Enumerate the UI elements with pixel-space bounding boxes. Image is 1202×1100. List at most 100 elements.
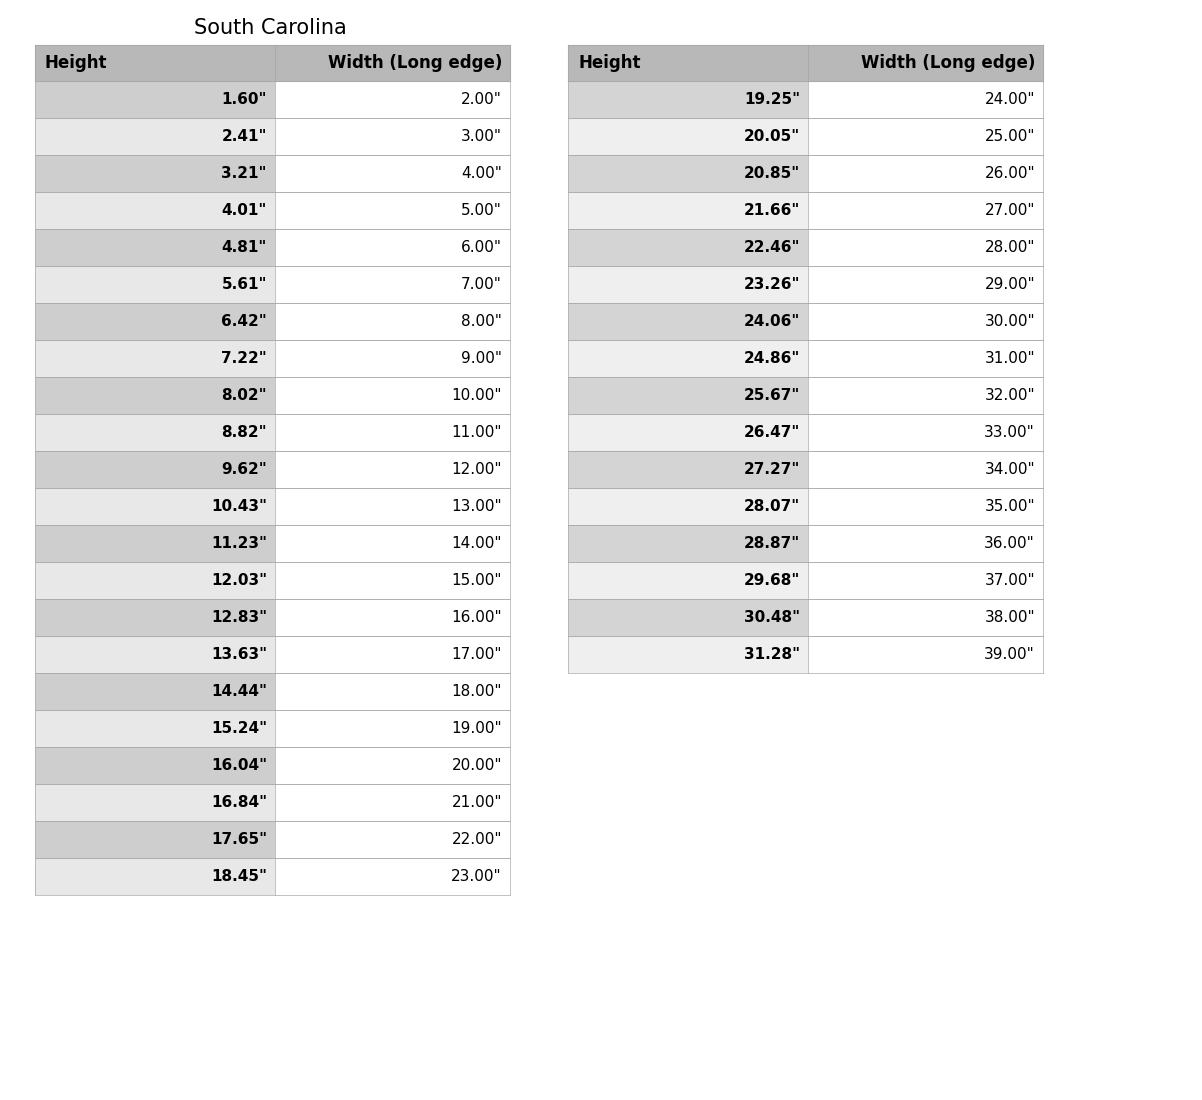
Bar [569, 81, 808, 118]
Text: 23.26": 23.26" [744, 277, 801, 292]
Text: 37.00": 37.00" [984, 573, 1035, 588]
Text: 20.00": 20.00" [452, 758, 502, 773]
Bar [35, 377, 275, 414]
Text: 4.00": 4.00" [462, 166, 502, 182]
Text: 2.00": 2.00" [462, 92, 502, 107]
Bar [808, 302, 1043, 340]
Text: 16.04": 16.04" [210, 758, 267, 773]
Bar [569, 266, 808, 302]
Text: 21.00": 21.00" [452, 795, 502, 810]
Bar [808, 155, 1043, 192]
Text: South Carolina: South Carolina [194, 18, 346, 38]
Bar [35, 747, 275, 784]
Text: 20.05": 20.05" [744, 129, 801, 144]
Bar [569, 340, 808, 377]
Bar [569, 488, 808, 525]
Bar [808, 488, 1043, 525]
Text: 28.07": 28.07" [744, 499, 801, 514]
Text: 19.25": 19.25" [744, 92, 801, 107]
Text: 8.82": 8.82" [221, 425, 267, 440]
Text: 13.63": 13.63" [210, 647, 267, 662]
Bar [808, 451, 1043, 488]
Bar [275, 229, 510, 266]
Text: 8.00": 8.00" [462, 314, 502, 329]
Bar [569, 562, 808, 600]
Bar [569, 118, 808, 155]
Text: 16.84": 16.84" [210, 795, 267, 810]
Text: 6.42": 6.42" [221, 314, 267, 329]
Text: 2.41": 2.41" [221, 129, 267, 144]
Text: 39.00": 39.00" [984, 647, 1035, 662]
Text: 17.65": 17.65" [210, 832, 267, 847]
Text: 21.66": 21.66" [744, 204, 801, 218]
Bar [35, 192, 275, 229]
Bar [569, 229, 808, 266]
Text: 15.00": 15.00" [452, 573, 502, 588]
Bar [275, 302, 510, 340]
Bar [35, 414, 275, 451]
Text: 36.00": 36.00" [984, 536, 1035, 551]
Text: 18.45": 18.45" [212, 869, 267, 884]
Text: 11.00": 11.00" [452, 425, 502, 440]
Text: 20.85": 20.85" [744, 166, 801, 182]
Bar [35, 784, 275, 821]
Text: 33.00": 33.00" [984, 425, 1035, 440]
Bar [569, 45, 1043, 81]
Text: 28.00": 28.00" [984, 240, 1035, 255]
Text: 22.00": 22.00" [452, 832, 502, 847]
Text: 9.62": 9.62" [221, 462, 267, 477]
Text: 16.00": 16.00" [452, 610, 502, 625]
Text: 30.48": 30.48" [744, 610, 801, 625]
Bar [275, 600, 510, 636]
Text: 14.00": 14.00" [452, 536, 502, 551]
Bar [569, 377, 808, 414]
Bar [275, 118, 510, 155]
Bar [808, 266, 1043, 302]
Bar [808, 525, 1043, 562]
Text: 12.00": 12.00" [452, 462, 502, 477]
Text: 17.00": 17.00" [452, 647, 502, 662]
Text: 24.06": 24.06" [744, 314, 801, 329]
Bar [35, 488, 275, 525]
Bar [808, 192, 1043, 229]
Text: 26.00": 26.00" [984, 166, 1035, 182]
Bar [275, 192, 510, 229]
Bar [275, 858, 510, 895]
Bar [35, 562, 275, 600]
Text: 34.00": 34.00" [984, 462, 1035, 477]
Text: 6.00": 6.00" [462, 240, 502, 255]
Text: 27.27": 27.27" [744, 462, 801, 477]
Bar [808, 229, 1043, 266]
Text: 12.03": 12.03" [210, 573, 267, 588]
Text: 35.00": 35.00" [984, 499, 1035, 514]
Bar [275, 673, 510, 710]
Bar [35, 858, 275, 895]
Bar [35, 302, 275, 340]
Text: 25.00": 25.00" [984, 129, 1035, 144]
Text: 4.81": 4.81" [221, 240, 267, 255]
Bar [569, 192, 808, 229]
Bar [569, 451, 808, 488]
Text: 10.43": 10.43" [212, 499, 267, 514]
Text: 10.00": 10.00" [452, 388, 502, 403]
Bar [808, 562, 1043, 600]
Bar [35, 525, 275, 562]
Bar [35, 81, 275, 118]
Text: Height: Height [578, 54, 641, 72]
Bar [808, 81, 1043, 118]
Text: 7.22": 7.22" [221, 351, 267, 366]
Text: Width (Long edge): Width (Long edge) [861, 54, 1035, 72]
Bar [569, 414, 808, 451]
Bar [808, 118, 1043, 155]
Text: 5.00": 5.00" [462, 204, 502, 218]
Bar [808, 414, 1043, 451]
Bar [275, 377, 510, 414]
Bar [808, 340, 1043, 377]
Bar [35, 673, 275, 710]
Text: 31.28": 31.28" [744, 647, 801, 662]
Bar [35, 636, 275, 673]
Bar [808, 377, 1043, 414]
Text: 1.60": 1.60" [221, 92, 267, 107]
Text: 23.00": 23.00" [452, 869, 502, 884]
Text: 8.02": 8.02" [221, 388, 267, 403]
